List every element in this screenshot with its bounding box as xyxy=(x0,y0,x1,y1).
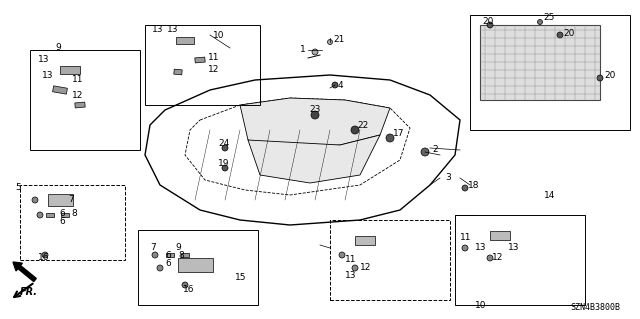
Circle shape xyxy=(487,22,493,28)
Bar xyxy=(30,50,140,150)
Text: 16: 16 xyxy=(38,254,49,263)
Text: 20: 20 xyxy=(563,28,574,38)
Circle shape xyxy=(352,265,358,271)
Bar xyxy=(330,220,450,300)
Bar xyxy=(355,235,375,244)
Circle shape xyxy=(332,82,338,88)
Text: 17: 17 xyxy=(393,129,404,137)
Bar xyxy=(470,15,630,130)
Text: 1: 1 xyxy=(300,46,306,55)
Text: 6: 6 xyxy=(165,259,171,269)
Text: 6: 6 xyxy=(59,209,65,218)
Bar xyxy=(145,25,260,105)
Circle shape xyxy=(328,40,333,44)
Text: 11: 11 xyxy=(345,256,356,264)
Circle shape xyxy=(386,134,394,142)
Text: 13: 13 xyxy=(345,271,356,279)
Circle shape xyxy=(222,165,228,171)
Circle shape xyxy=(462,185,468,191)
Text: SZN4B3800B: SZN4B3800B xyxy=(570,303,620,312)
Text: 8: 8 xyxy=(178,251,184,261)
Circle shape xyxy=(462,245,468,251)
Text: 12: 12 xyxy=(492,254,504,263)
Polygon shape xyxy=(240,98,390,148)
Circle shape xyxy=(351,126,359,134)
Bar xyxy=(195,57,205,63)
Bar xyxy=(174,69,182,75)
Text: 2: 2 xyxy=(432,145,438,154)
Text: 9: 9 xyxy=(55,43,61,53)
Circle shape xyxy=(487,255,493,261)
Text: 3: 3 xyxy=(445,174,451,182)
Bar xyxy=(176,36,194,43)
Text: 21: 21 xyxy=(333,35,344,44)
Text: 7: 7 xyxy=(68,196,74,204)
Bar xyxy=(46,213,54,217)
Circle shape xyxy=(538,19,543,25)
Text: 9: 9 xyxy=(175,243,180,253)
Bar xyxy=(60,66,80,74)
Text: 15: 15 xyxy=(235,273,246,283)
Text: FR.: FR. xyxy=(20,287,38,297)
Text: 13: 13 xyxy=(152,26,163,34)
Bar xyxy=(455,215,585,305)
Text: 19: 19 xyxy=(218,159,230,167)
Circle shape xyxy=(157,265,163,271)
Text: 12: 12 xyxy=(360,263,371,272)
Text: 12: 12 xyxy=(72,91,83,100)
Polygon shape xyxy=(248,135,380,183)
Text: 12: 12 xyxy=(208,65,220,75)
Bar xyxy=(52,86,67,94)
Text: 13: 13 xyxy=(475,243,486,253)
Circle shape xyxy=(37,212,43,218)
Text: 20: 20 xyxy=(604,71,616,80)
Bar xyxy=(61,213,69,217)
Text: 5: 5 xyxy=(15,183,20,192)
Circle shape xyxy=(152,252,158,258)
Text: 18: 18 xyxy=(468,182,479,190)
Text: 4: 4 xyxy=(338,81,344,91)
Bar xyxy=(138,230,258,305)
Bar xyxy=(20,185,125,260)
Bar xyxy=(490,231,510,240)
Circle shape xyxy=(182,282,188,288)
Circle shape xyxy=(32,197,38,203)
Circle shape xyxy=(42,252,48,258)
Bar xyxy=(47,194,72,206)
Bar xyxy=(480,25,600,100)
Text: 24: 24 xyxy=(218,138,229,147)
Text: 7: 7 xyxy=(150,242,156,251)
FancyArrow shape xyxy=(13,262,36,282)
Text: 23: 23 xyxy=(309,106,321,115)
Circle shape xyxy=(222,145,228,151)
Text: 10: 10 xyxy=(475,300,486,309)
Text: 22: 22 xyxy=(357,121,368,130)
Circle shape xyxy=(557,32,563,38)
Text: 25: 25 xyxy=(543,13,554,23)
Text: 13: 13 xyxy=(167,26,179,34)
Bar xyxy=(166,253,174,257)
Text: 8: 8 xyxy=(71,209,77,218)
Text: 13: 13 xyxy=(42,70,54,79)
Circle shape xyxy=(311,111,319,119)
Text: 14: 14 xyxy=(544,190,556,199)
Text: 10: 10 xyxy=(213,31,225,40)
Bar xyxy=(177,258,212,272)
Text: 13: 13 xyxy=(38,56,49,64)
Circle shape xyxy=(312,49,318,55)
Text: 6: 6 xyxy=(165,251,171,261)
Circle shape xyxy=(339,252,345,258)
Text: 20: 20 xyxy=(482,18,493,26)
Text: 11: 11 xyxy=(460,234,472,242)
Text: 16: 16 xyxy=(183,286,195,294)
Bar xyxy=(181,253,189,257)
Text: 13: 13 xyxy=(508,243,520,253)
Text: 11: 11 xyxy=(208,54,220,63)
Bar xyxy=(75,102,85,108)
Circle shape xyxy=(421,148,429,156)
Text: 6: 6 xyxy=(59,218,65,226)
Text: 11: 11 xyxy=(72,76,83,85)
Circle shape xyxy=(597,75,603,81)
